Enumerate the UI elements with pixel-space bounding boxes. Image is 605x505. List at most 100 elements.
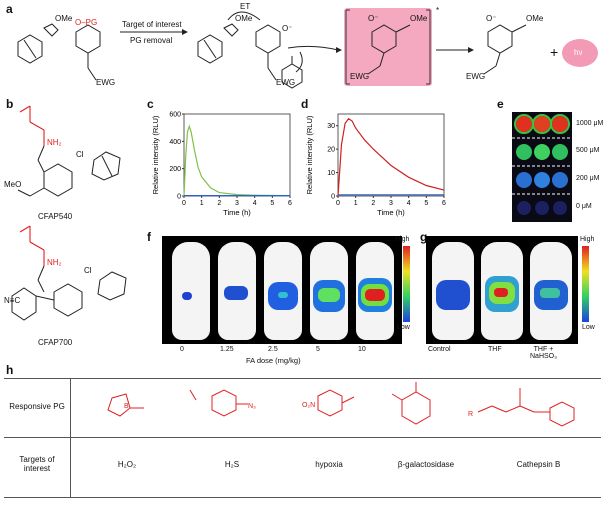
- table-bottom-rule: [4, 497, 601, 498]
- wells-200: [516, 172, 568, 188]
- dose-0: 0: [180, 346, 184, 353]
- x-tick-label: 4: [253, 200, 257, 207]
- x-tick-label: 0: [182, 200, 186, 207]
- y-tick-label: 600: [169, 112, 181, 119]
- plus-sign: +: [550, 44, 559, 60]
- svg-text:O₂N: O₂N: [302, 402, 315, 409]
- scale-low-g: Low: [582, 324, 595, 331]
- ominus-label-2: O⁻: [282, 24, 293, 33]
- well-plate-image: [512, 112, 572, 222]
- scale-high-f: High: [395, 236, 410, 243]
- mice-image-f: [162, 236, 402, 344]
- structures-b: [11, 105, 127, 321]
- scheme-a: [17, 8, 598, 89]
- excited-star: *: [436, 6, 440, 15]
- panel-label-a: a: [6, 2, 13, 16]
- table-mid-rule: [4, 437, 601, 438]
- pinacol-boronate: [107, 393, 131, 417]
- target-h2o2: H₂O₂: [117, 460, 137, 469]
- x-tick-label: 5: [424, 200, 428, 207]
- val-cit-pab: [549, 401, 575, 427]
- panel-label-g: g: [420, 230, 428, 244]
- mouse-dose-10: [356, 242, 394, 340]
- svg-text:R: R: [468, 411, 473, 418]
- cl-label-1: Cl: [76, 150, 84, 159]
- target-h2s: H₂S: [224, 460, 240, 469]
- x-tick-label: 5: [270, 200, 274, 207]
- azidobenzyl: [211, 389, 237, 417]
- dose-1-25: 1.25: [220, 346, 234, 353]
- chart-d: 0 1 2 3 4 5 6 0 10 20 30 Time (h) Relative intensity…: [305, 113, 446, 217]
- dose-axis-label: FA dose (mg/kg): [246, 356, 301, 365]
- galactose: [401, 391, 431, 425]
- table-top-rule: [4, 378, 601, 379]
- row-label-pg: Responsive PG: [9, 402, 65, 411]
- ominus-label-3: O⁻: [368, 14, 379, 23]
- ewg-label-1: EWG: [96, 78, 116, 87]
- conc-500: 500 μM: [576, 147, 600, 154]
- et-label: ET: [240, 2, 251, 11]
- scale-high-g: High: [580, 236, 595, 243]
- target-cathepsin-b: Cathepsin B: [516, 460, 561, 469]
- ewg-label-4: EWG: [466, 72, 486, 81]
- panel-label-d: d: [301, 97, 309, 111]
- series-line-green: [183, 124, 291, 197]
- ome-label-4: OMe: [526, 14, 544, 23]
- panel-label-e: e: [497, 97, 504, 111]
- nh2-label-1: NH₂: [47, 138, 62, 147]
- mouse-control: [432, 242, 474, 340]
- y-tick-label: 10: [327, 170, 335, 177]
- mice-image-g: [426, 236, 578, 344]
- nh2-label-2: NH₂: [47, 258, 62, 267]
- mouse-thf-nahso3: [530, 242, 572, 340]
- compound-cfap700: CFAP700: [38, 338, 73, 347]
- mouse-dose-1-25: [218, 242, 256, 340]
- y-axis-title: Relative intensity (RLU): [151, 115, 160, 194]
- y-tick-label: 200: [169, 166, 181, 173]
- hv-label: hν: [574, 48, 583, 57]
- ewg-label-2: EWG: [276, 78, 296, 87]
- y-tick-label: 20: [327, 147, 335, 154]
- conc-1000: 1000 μM: [576, 120, 604, 127]
- x-tick-label: 1: [200, 200, 204, 207]
- pg-removal-label: PG removal: [130, 36, 173, 45]
- mouse-thf: [481, 242, 523, 340]
- target-hypoxia: hypoxia: [315, 460, 343, 469]
- pg-structures: B N₃ O₂N R: [107, 382, 575, 427]
- x-tick-label: 2: [371, 200, 375, 207]
- y-tick-label: 0: [177, 194, 181, 201]
- scale-bar-g: [582, 246, 589, 322]
- plot-frame: [183, 113, 291, 197]
- ome-label-3: OMe: [410, 14, 428, 23]
- x-tick-label: 3: [235, 200, 239, 207]
- y-tick-label: 30: [327, 123, 335, 130]
- nitrobenzyl: [317, 389, 343, 417]
- conc-200: 200 μM: [576, 175, 600, 182]
- plot-frame: [337, 113, 445, 197]
- panel-label-f: f: [147, 230, 151, 244]
- cl-label-2: Cl: [84, 266, 92, 275]
- cond-thf-nahso3: THF + NaHSO₃: [530, 346, 557, 360]
- panel-label-b: b: [6, 97, 14, 111]
- mouse-dose-0: [172, 242, 210, 340]
- table-column-rule: [70, 378, 71, 497]
- light-emission-blob: [562, 39, 598, 67]
- mouse-dose-2-5: [264, 242, 302, 340]
- x-tick-label: 6: [442, 200, 446, 207]
- x-axis-title: Time (h): [223, 208, 251, 217]
- row-label-targets: Targets of interest: [19, 455, 55, 473]
- target-beta-gal: β-galactosidase: [397, 460, 455, 469]
- target-label: Target of interest: [122, 20, 182, 29]
- ome-label-1: OMe: [55, 14, 73, 23]
- scale-bar-f: [403, 246, 410, 322]
- compound-cfap540: CFAP540: [38, 212, 73, 221]
- cn-label: N≡C: [4, 296, 21, 305]
- x-axis-title: Time (h): [377, 208, 405, 217]
- cond-thf: THF: [488, 346, 502, 353]
- ominus-label-4: O⁻: [486, 14, 497, 23]
- wells-1000: [514, 114, 570, 134]
- excited-state-glow: [344, 8, 432, 86]
- y-tick-label: 400: [169, 139, 181, 146]
- dose-10: 10: [358, 346, 366, 353]
- x-tick-label: 4: [407, 200, 411, 207]
